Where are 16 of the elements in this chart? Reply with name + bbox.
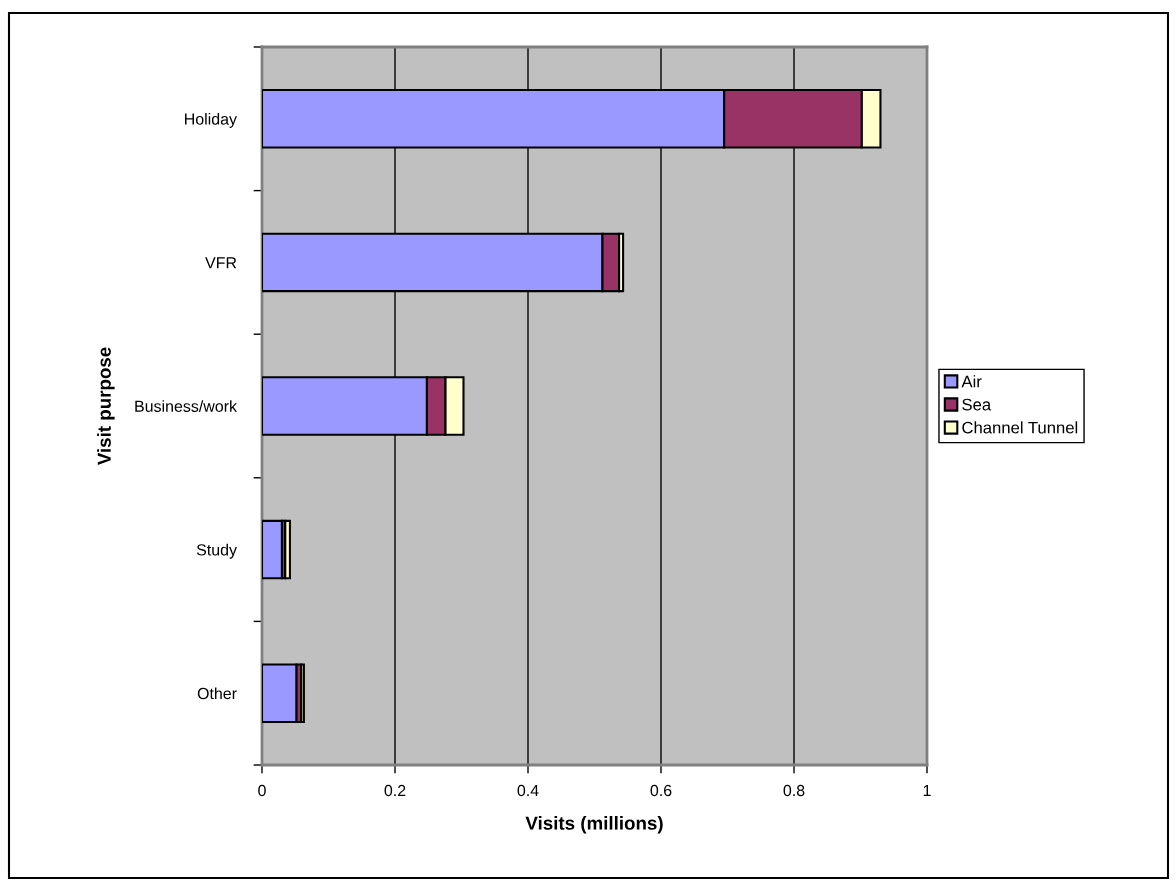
x-tick-label: 1 — [923, 785, 931, 797]
x-tick-label: 0.6 — [650, 784, 672, 797]
x-tick-label: 0.4 — [517, 784, 539, 797]
y-tick-label: Holiday — [185, 113, 237, 128]
legend-label: Air — [961, 375, 982, 388]
legend-label: Sea — [962, 398, 992, 411]
x-tick-label: 0.2 — [384, 784, 406, 797]
legend-label: Channel Tunnel — [962, 421, 1078, 434]
x-tick-label: 0.8 — [783, 784, 805, 797]
y-tick-label: VFR — [205, 257, 237, 269]
y-axis-title: Visit purpose — [97, 347, 115, 466]
y-tick-label: Other — [197, 687, 237, 700]
y-tick-label: Business/work — [135, 400, 238, 412]
y-tick-label: Study — [196, 543, 237, 559]
x-tick-label: 0 — [258, 784, 266, 797]
x-axis-title: Visits (millions) — [525, 816, 663, 834]
